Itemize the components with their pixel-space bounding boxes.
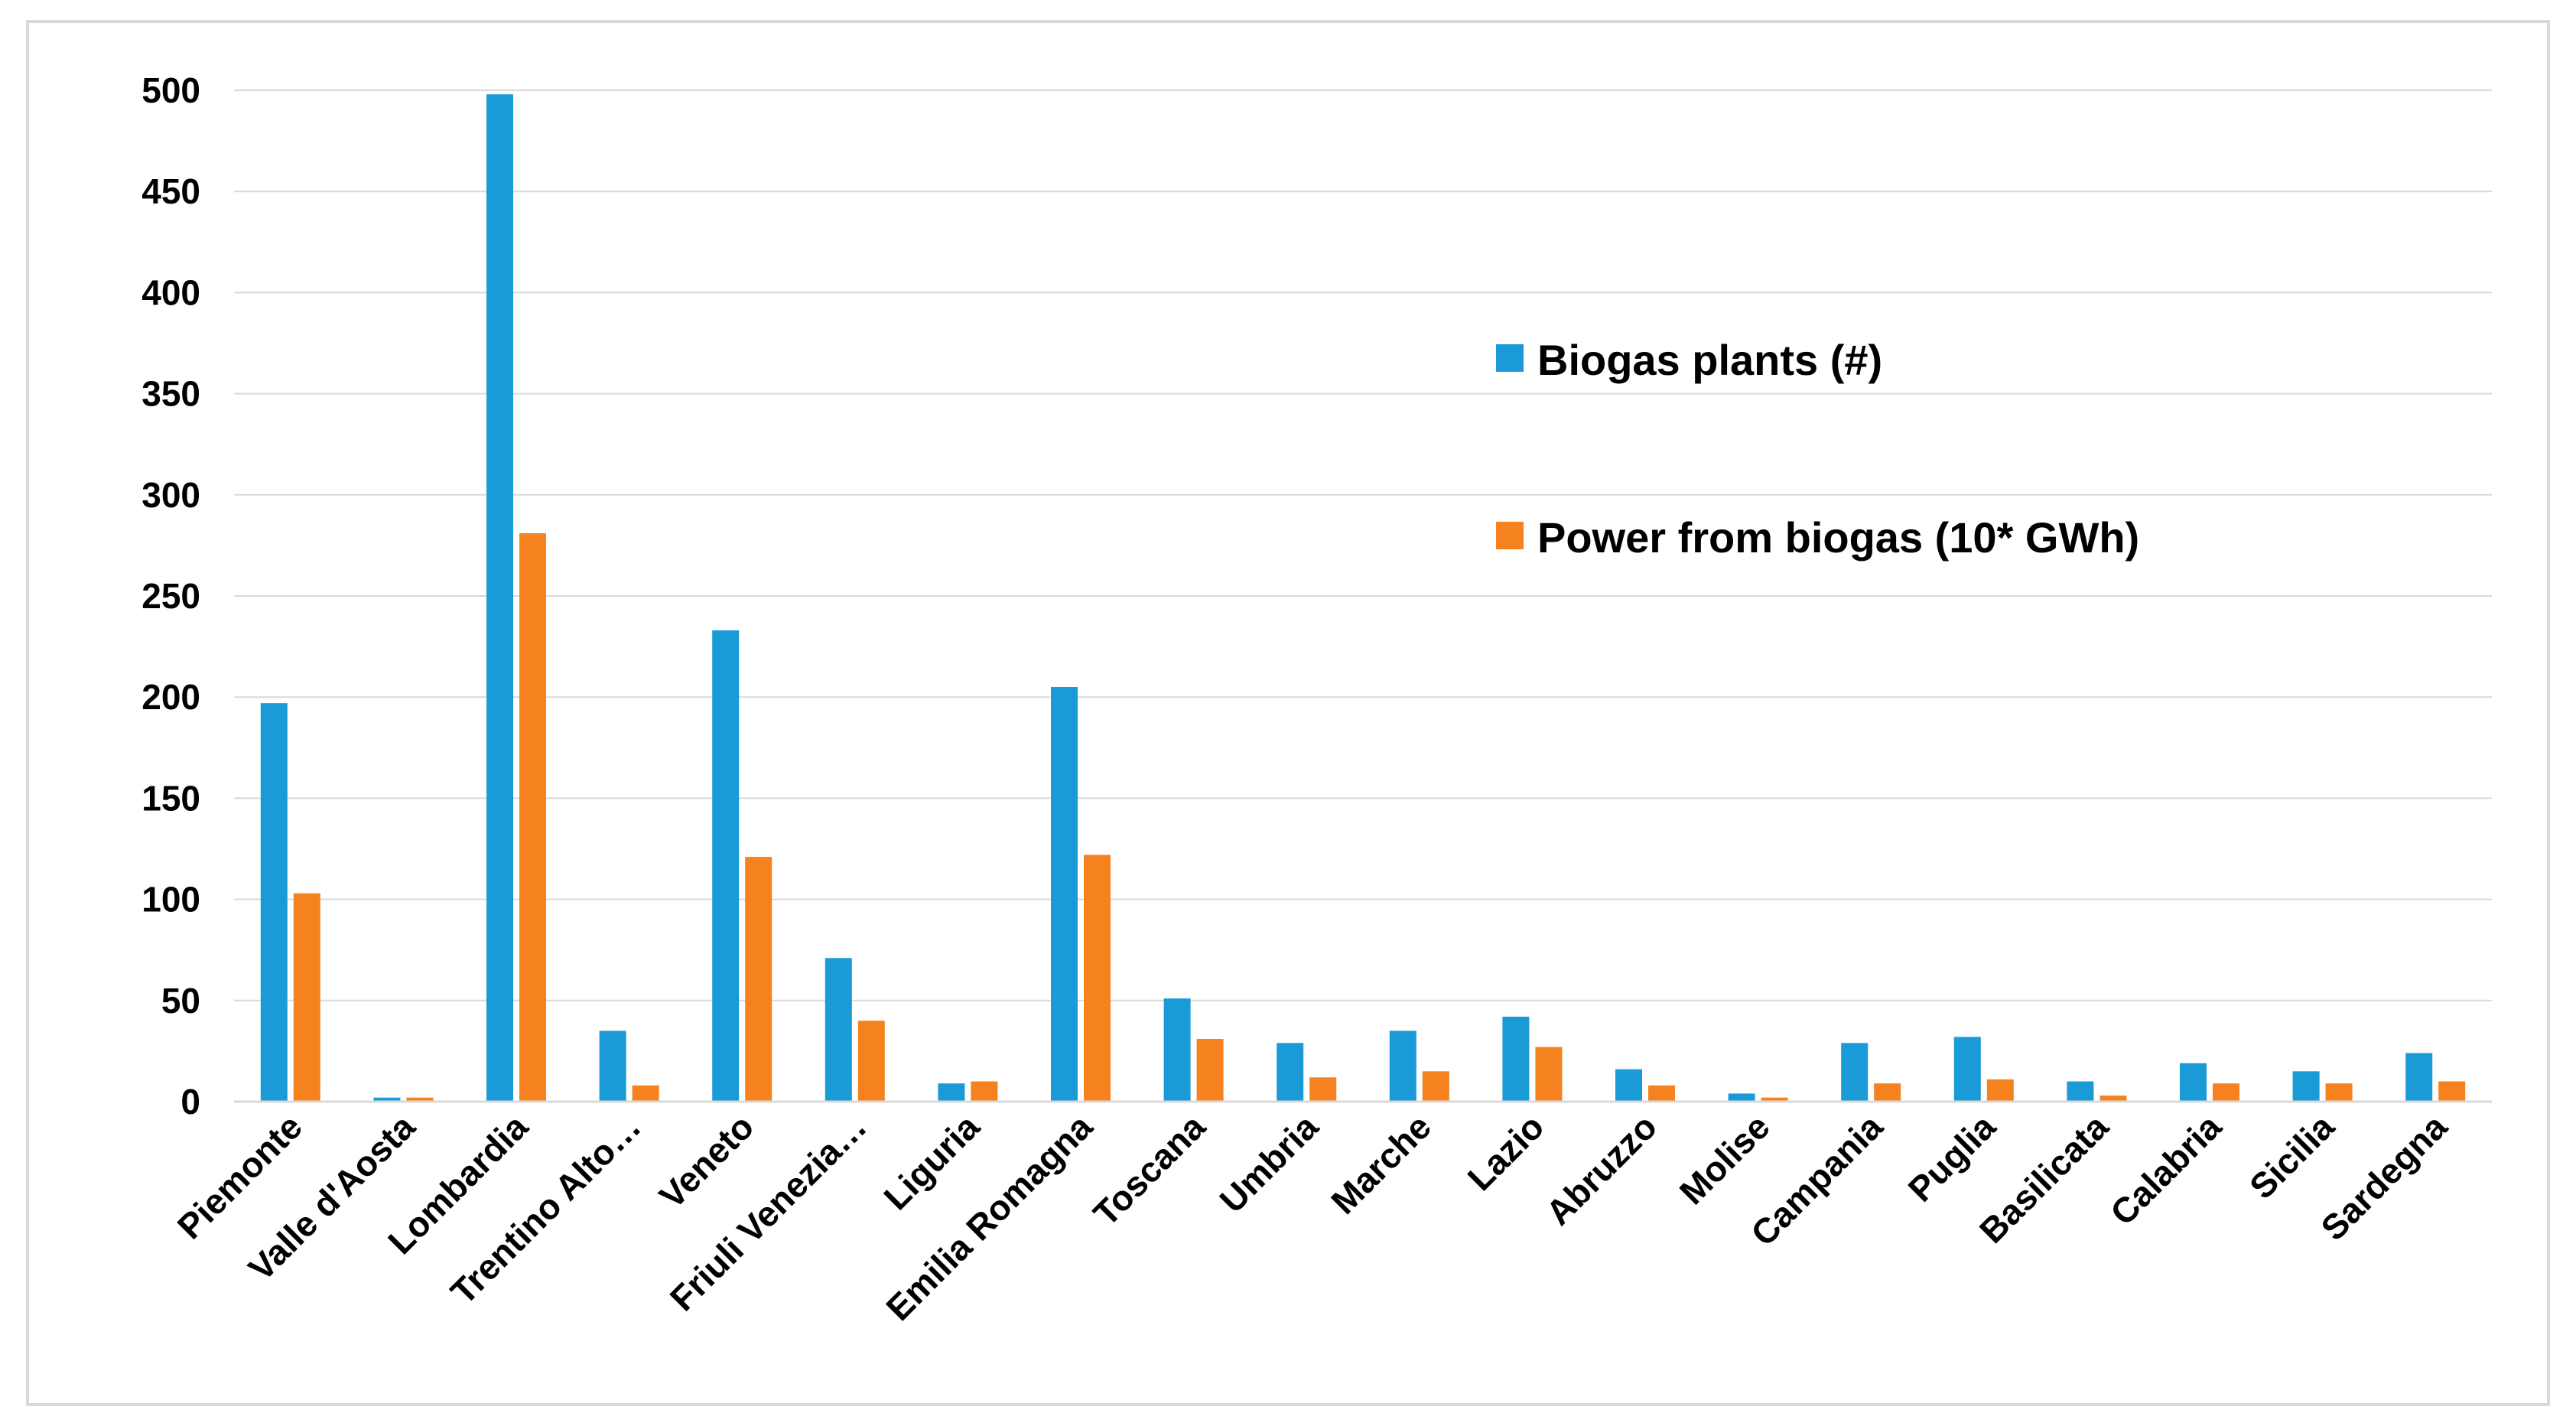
bar-power-from-biogas-6 [971, 1081, 998, 1102]
bar-biogas-plants-17 [2180, 1063, 2207, 1102]
y-tick-label: 300 [141, 475, 200, 515]
bar-power-from-biogas-8 [1196, 1039, 1224, 1102]
bar-biogas-plants-6 [938, 1083, 965, 1102]
x-category-label: Sicilia [2242, 1106, 2342, 1206]
y-tick-label: 450 [141, 171, 200, 211]
legend: Biogas plants (#) Power from biogas (10*… [1496, 336, 2139, 562]
bar-biogas-plants-13 [1728, 1093, 1755, 1102]
bar-power-from-biogas-2 [519, 533, 546, 1102]
x-category-label: Marche [1323, 1106, 1439, 1222]
legend-swatch-biogas-plants [1496, 344, 1524, 372]
bar-biogas-plants-5 [825, 958, 852, 1102]
bar-biogas-plants-11 [1502, 1016, 1530, 1102]
bar-power-from-biogas-13 [1761, 1097, 1788, 1102]
bar-biogas-plants-14 [1841, 1043, 1869, 1102]
bar-biogas-plants-8 [1163, 998, 1191, 1102]
bar-power-from-biogas-15 [1986, 1079, 2014, 1102]
bar-power-from-biogas-4 [745, 857, 772, 1102]
x-category-label: Calabria [2103, 1106, 2229, 1232]
y-tick-label: 250 [141, 576, 200, 616]
bar-power-from-biogas-16 [2100, 1096, 2127, 1102]
bars [260, 94, 2466, 1102]
y-tick-label: 500 [141, 70, 200, 110]
bar-power-from-biogas-19 [2438, 1081, 2466, 1102]
bar-biogas-plants-1 [373, 1097, 401, 1102]
y-tick-label: 350 [141, 374, 200, 414]
x-category-label: Liguria [876, 1106, 987, 1217]
x-category-label: Abruzzo [1538, 1106, 1664, 1232]
bar-power-from-biogas-5 [857, 1021, 885, 1102]
legend-swatch-power-from-biogas [1496, 522, 1524, 549]
bar-power-from-biogas-10 [1422, 1071, 1449, 1102]
bar-biogas-plants-10 [1389, 1030, 1416, 1102]
bar-biogas-plants-9 [1277, 1043, 1304, 1102]
bar-power-from-biogas-0 [293, 893, 320, 1102]
bar-power-from-biogas-11 [1535, 1047, 1563, 1102]
bar-power-from-biogas-3 [632, 1085, 659, 1102]
bar-biogas-plants-0 [260, 703, 288, 1102]
bar-power-from-biogas-18 [2325, 1083, 2353, 1102]
legend-label-biogas-plants: Biogas plants (#) [1537, 336, 1882, 384]
y-tick-label: 100 [141, 880, 200, 920]
bar-power-from-biogas-9 [1309, 1077, 1337, 1102]
x-category-label: Trentino Alto… [443, 1106, 649, 1312]
bar-power-from-biogas-14 [1874, 1083, 1901, 1102]
bar-biogas-plants-2 [486, 94, 513, 1102]
x-category-label: Veneto [652, 1106, 761, 1216]
bar-power-from-biogas-7 [1084, 855, 1111, 1102]
y-tick-label: 50 [161, 981, 200, 1021]
chart-frame [26, 20, 2550, 1406]
bar-biogas-plants-19 [2405, 1053, 2433, 1102]
x-category-label: Puglia [1900, 1106, 2003, 1209]
bar-biogas-plants-3 [599, 1030, 626, 1102]
x-category-label: Lazio [1460, 1106, 1552, 1198]
bar-biogas-plants-7 [1051, 686, 1078, 1102]
bar-biogas-plants-18 [2292, 1071, 2320, 1102]
bar-biogas-plants-12 [1615, 1069, 1642, 1102]
x-category-label: Emilia Romagna [878, 1106, 1100, 1328]
gridlines [234, 90, 2492, 1001]
bar-power-from-biogas-1 [406, 1097, 434, 1102]
y-tick-label: 400 [141, 272, 200, 312]
y-axis-ticks: 0 50 100 150 200 250 300 350 400 450 500 [141, 70, 200, 1122]
bar-biogas-plants-4 [712, 630, 740, 1102]
bar-power-from-biogas-17 [2213, 1083, 2239, 1102]
y-tick-label: 0 [181, 1082, 200, 1122]
legend-label-power-from-biogas: Power from biogas (10* GWh) [1537, 513, 2139, 562]
x-category-label: Umbria [1212, 1106, 1325, 1220]
y-tick-label: 200 [141, 677, 200, 717]
x-category-label: Toscana [1085, 1106, 1213, 1234]
bar-biogas-plants-16 [2067, 1081, 2094, 1102]
x-category-label: Friuli Venezia… [662, 1106, 874, 1318]
x-category-label: Molise [1672, 1106, 1778, 1212]
bar-biogas-plants-15 [1953, 1037, 1981, 1102]
bar-power-from-biogas-12 [1648, 1085, 1675, 1102]
y-tick-label: 150 [141, 778, 200, 818]
